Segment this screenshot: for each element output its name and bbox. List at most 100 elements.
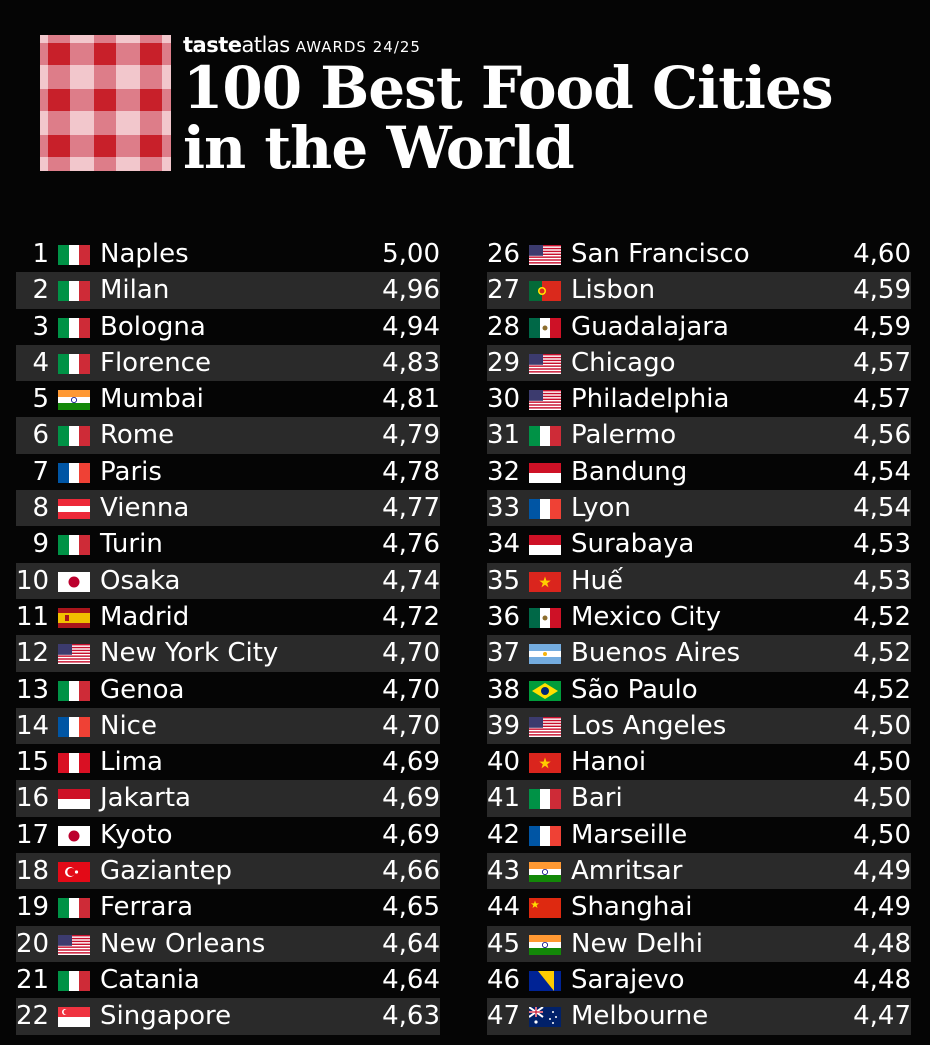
ranking-row: 36 Mexico City 4,52 <box>487 599 911 635</box>
brazil-flag-icon <box>529 680 561 701</box>
city-score: 4,53 <box>853 529 911 560</box>
rank-number: 45 <box>487 928 521 959</box>
ranking-row: 21 Catania 4,64 <box>16 962 440 998</box>
city-score: 4,77 <box>382 493 440 524</box>
city-score: 4,65 <box>382 892 440 923</box>
city-name: Lyon <box>571 493 631 524</box>
city-name: Amritsar <box>571 856 683 887</box>
city-score: 4,54 <box>853 493 911 524</box>
city-score: 4,56 <box>853 420 911 451</box>
italy-flag-icon <box>58 898 90 919</box>
rank-number: 14 <box>16 710 50 741</box>
mexico-flag-icon <box>529 317 561 338</box>
ranking-row: 40 Hanoi 4,50 <box>487 744 911 780</box>
city-score: 4,48 <box>853 928 911 959</box>
city-score: 4,52 <box>853 674 911 705</box>
city-name: Genoa <box>100 674 185 705</box>
city-score: 4,60 <box>853 239 911 269</box>
ranking-row: 5 Mumbai 4,81 <box>16 381 440 417</box>
city-score: 4,49 <box>853 892 911 923</box>
city-name: Philadelphia <box>571 384 730 415</box>
ranking-row: 17 Kyoto 4,69 <box>16 817 440 853</box>
vietnam-flag-icon <box>529 753 561 774</box>
ranking-row: 4 Florence 4,83 <box>16 344 440 382</box>
ranking-row: 16 Jakarta 4,69 <box>16 780 440 817</box>
ranking-row: 33 Lyon 4,54 <box>487 490 911 527</box>
city-score: 4,72 <box>382 601 440 632</box>
city-name: Surabaya <box>571 529 695 560</box>
china-flag-icon <box>529 898 561 919</box>
city-score: 4,69 <box>382 819 440 850</box>
italy-flag-icon <box>58 426 90 447</box>
rank-number: 42 <box>487 819 521 850</box>
japan-flag-icon <box>58 571 90 592</box>
rank-number: 8 <box>32 493 49 524</box>
city-score: 5,00 <box>382 239 440 269</box>
city-name: Mexico City <box>571 601 722 632</box>
city-name: Kyoto <box>100 819 173 850</box>
city-name: Gaziantep <box>100 856 233 887</box>
city-score: 4,70 <box>382 674 440 705</box>
ranking-row: 14 Nice 4,70 <box>16 707 440 745</box>
city-score: 4,50 <box>853 783 911 814</box>
city-score: 4,81 <box>382 384 440 415</box>
ranking-row: 42 Marseille 4,50 <box>487 817 911 853</box>
italy-flag-icon <box>58 281 90 302</box>
rank-number: 2 <box>32 275 49 306</box>
city-score: 4,48 <box>853 964 911 995</box>
india-flag-icon <box>58 390 90 411</box>
rank-number: 37 <box>487 638 521 669</box>
city-name: Nice <box>100 710 157 741</box>
rank-number: 36 <box>487 601 521 632</box>
rank-number: 30 <box>487 384 521 415</box>
city-name: Paris <box>100 456 162 487</box>
city-score: 4,70 <box>382 638 440 669</box>
rank-number: 21 <box>16 964 50 995</box>
city-score: 4,52 <box>853 601 911 632</box>
city-score: 4,64 <box>382 928 440 959</box>
rank-number: 47 <box>487 1001 521 1032</box>
city-name: Milan <box>100 275 170 306</box>
japan-flag-icon <box>58 825 90 846</box>
ranking-row: 15 Lima 4,69 <box>16 744 440 780</box>
ranking-column-right: 26 San Francisco 4,60 27 Lisbon 4,59 28 Guadala… <box>487 236 911 1035</box>
city-score: 4,70 <box>382 710 440 741</box>
rank-number: 28 <box>487 311 521 342</box>
city-name: Chicago <box>571 347 676 378</box>
bosnia-flag-icon <box>529 970 561 991</box>
city-score: 4,76 <box>382 529 440 560</box>
ranking-row: 38 São Paulo 4,52 <box>487 672 911 708</box>
title-line-2: in the World <box>183 114 575 182</box>
ranking-row: 44 Shanghai 4,49 <box>487 889 911 925</box>
ranking-row: 3 Bologna 4,94 <box>16 309 440 345</box>
city-name: São Paulo <box>571 674 698 705</box>
city-name: New York City <box>100 638 279 669</box>
brand-line: tasteatlas AWARDS 24/25 <box>183 33 421 57</box>
rank-number: 32 <box>487 456 521 487</box>
city-name: Naples <box>100 239 189 269</box>
ranking-row: 45 New Delhi 4,48 <box>487 925 911 962</box>
ranking-row: 19 Ferrara 4,65 <box>16 889 440 925</box>
tablecloth-logo <box>40 35 171 171</box>
city-name: Bandung <box>571 456 688 487</box>
france-flag-icon <box>58 716 90 737</box>
city-name: Florence <box>100 347 211 378</box>
brand-taste: taste <box>183 33 242 57</box>
rank-number: 3 <box>32 311 49 342</box>
rank-number: 20 <box>16 928 50 959</box>
city-name: Buenos Aires <box>571 638 741 669</box>
ranking-row: 8 Vienna 4,77 <box>16 490 440 527</box>
usa-flag-icon <box>529 390 561 411</box>
city-name: Singapore <box>100 1001 232 1032</box>
city-name: Madrid <box>100 601 190 632</box>
rank-number: 22 <box>16 1001 50 1032</box>
city-name: Jakarta <box>100 783 191 814</box>
indonesia-flag-icon <box>58 789 90 810</box>
rank-number: 17 <box>16 819 50 850</box>
city-score: 4,94 <box>382 311 440 342</box>
rank-number: 26 <box>487 239 521 269</box>
ranking-row: 47 Melbourne 4,47 <box>487 998 911 1035</box>
city-name: San Francisco <box>571 239 750 269</box>
awards-label: AWARDS 24/25 <box>295 38 421 56</box>
ranking-row: 26 San Francisco 4,60 <box>487 236 911 272</box>
